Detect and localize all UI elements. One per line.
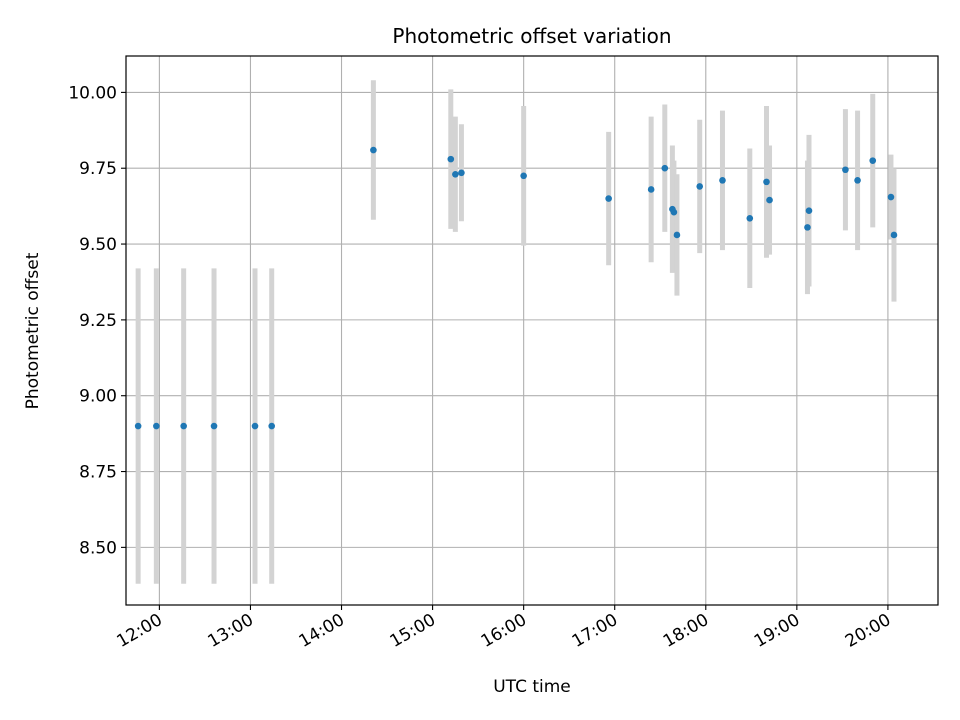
data-point: [268, 422, 276, 430]
y-axis-ticks: 8.50 8.75 9.00 9.25 9.50 9.75 10.00: [68, 83, 126, 558]
y-tick-label: 8.75: [79, 463, 117, 483]
data-point: [763, 178, 770, 186]
data-point: [180, 422, 187, 430]
y-tick-label: 9.25: [79, 311, 117, 331]
data-point: [370, 146, 377, 154]
data-point: [520, 172, 527, 180]
data-point: [854, 177, 861, 184]
data-point: [887, 193, 895, 201]
data-point: [766, 196, 773, 204]
data-point: [447, 155, 455, 163]
grid: [126, 56, 938, 605]
y-tick-label: 9.50: [79, 235, 117, 255]
y-tick-label: 10.00: [68, 83, 117, 103]
data-point: [134, 422, 142, 430]
data-point: [661, 164, 669, 172]
plot-area: [126, 56, 938, 605]
data-point: [673, 231, 681, 239]
data-point: [458, 169, 465, 177]
y-axis-label: Photometric offset: [23, 252, 43, 409]
data-point: [210, 422, 218, 430]
y-tick-label: 9.75: [79, 159, 117, 179]
data-point: [251, 422, 259, 430]
data-point: [452, 170, 459, 178]
data-point: [719, 177, 726, 184]
x-axis-label: UTC time: [493, 677, 571, 697]
data-point: [153, 422, 160, 430]
chart-title: Photometric offset variation: [392, 24, 671, 48]
y-tick-label: 8.50: [79, 538, 117, 558]
y-tick-label: 9.00: [79, 387, 117, 407]
plot-frame: [125, 55, 939, 606]
data-point: [804, 224, 811, 231]
data-point: [805, 207, 813, 214]
data-point: [842, 166, 849, 174]
data-point: [869, 157, 877, 164]
data-point: [746, 214, 754, 222]
data-point: [647, 186, 655, 193]
data-point: [670, 208, 678, 216]
data-point: [890, 231, 898, 239]
data-point: [605, 195, 612, 202]
data-points: [134, 146, 898, 430]
data-point: [696, 183, 704, 190]
